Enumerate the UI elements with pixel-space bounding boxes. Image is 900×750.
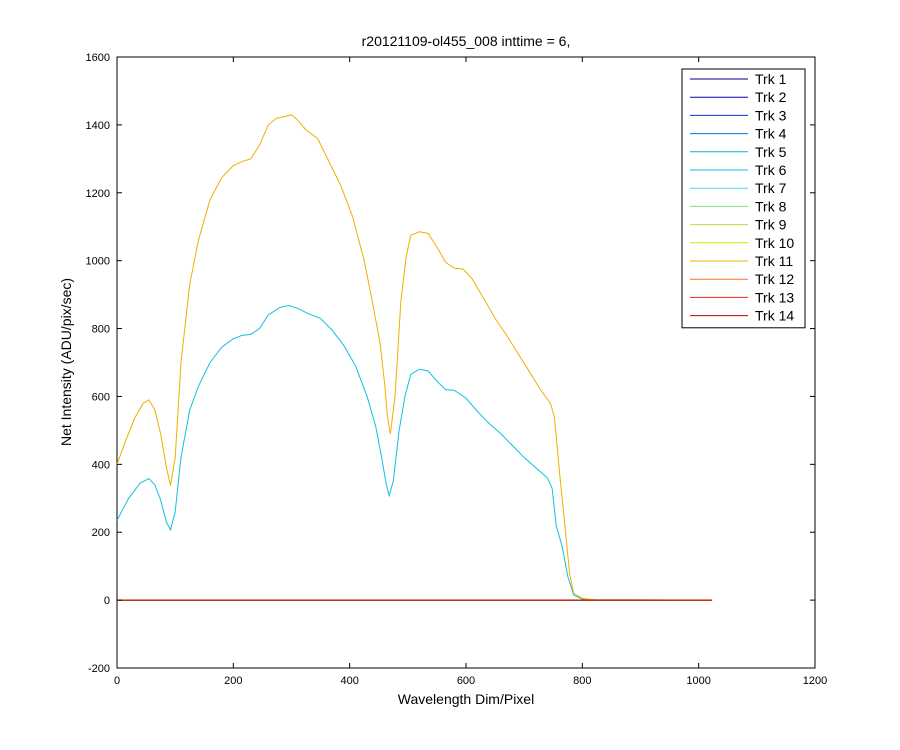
legend-box bbox=[681, 68, 806, 329]
legend-label-trk-12: Trk 12 bbox=[755, 271, 794, 287]
legend-label-trk-3: Trk 3 bbox=[755, 107, 787, 123]
legend-label-trk-4: Trk 4 bbox=[755, 126, 787, 142]
y-axis-label: Net Intensity (ADU/pix/sec) bbox=[58, 278, 74, 446]
legend: Trk 1 Trk 2 Trk 3 Trk 4 Trk 5 Trk 6 Trk 7 Trk 8… bbox=[681, 68, 806, 329]
series-line-trk-11 bbox=[116, 114, 713, 601]
ticks-layer: 0 200 400 600 800 1000 1200 -200 0 200 400 600 800 10… bbox=[86, 52, 828, 687]
y-tick-label: 1000 bbox=[86, 256, 110, 268]
y-tick-label: 600 bbox=[92, 391, 110, 403]
legend-label-trk-14: Trk 14 bbox=[755, 308, 794, 324]
x-tick-label: 800 bbox=[573, 675, 591, 687]
y-tick-label: 800 bbox=[92, 324, 110, 336]
y-tick-label: 0 bbox=[104, 595, 110, 607]
legend-label-trk-8: Trk 8 bbox=[755, 198, 787, 214]
legend-label-trk-1: Trk 1 bbox=[755, 71, 787, 87]
x-tick-label: 600 bbox=[457, 675, 475, 687]
y-tick-label: 200 bbox=[92, 527, 110, 539]
y-tick-label: 1200 bbox=[86, 188, 110, 200]
x-tick-label: 400 bbox=[340, 675, 358, 687]
x-tick-label: 1000 bbox=[686, 675, 710, 687]
x-tick-label: 1200 bbox=[803, 675, 827, 687]
legend-label-trk-11: Trk 11 bbox=[755, 253, 793, 269]
series-line-trk-6 bbox=[116, 304, 713, 601]
x-tick-label: 0 bbox=[114, 675, 120, 687]
y-tick-label: 400 bbox=[92, 459, 110, 471]
y-tick-label: 1600 bbox=[86, 52, 110, 64]
y-tick-label: 1400 bbox=[86, 120, 110, 132]
legend-label-trk-9: Trk 9 bbox=[755, 217, 787, 233]
legend-label-trk-2: Trk 2 bbox=[755, 89, 787, 105]
lines-layer bbox=[116, 114, 713, 601]
y-tick-label: -200 bbox=[88, 663, 110, 675]
legend-label-trk-6: Trk 6 bbox=[755, 162, 787, 178]
x-axis-label: Wavelength Dim/Pixel bbox=[398, 691, 534, 707]
chart-title: r20121109-ol455_008 inttime = 6, bbox=[362, 33, 571, 49]
legend-label-trk-10: Trk 10 bbox=[755, 235, 794, 251]
legend-label-trk-7: Trk 7 bbox=[755, 180, 787, 196]
legend-label-trk-13: Trk 13 bbox=[755, 289, 794, 305]
legend-label-trk-5: Trk 5 bbox=[755, 144, 787, 160]
x-tick-label: 200 bbox=[224, 675, 242, 687]
